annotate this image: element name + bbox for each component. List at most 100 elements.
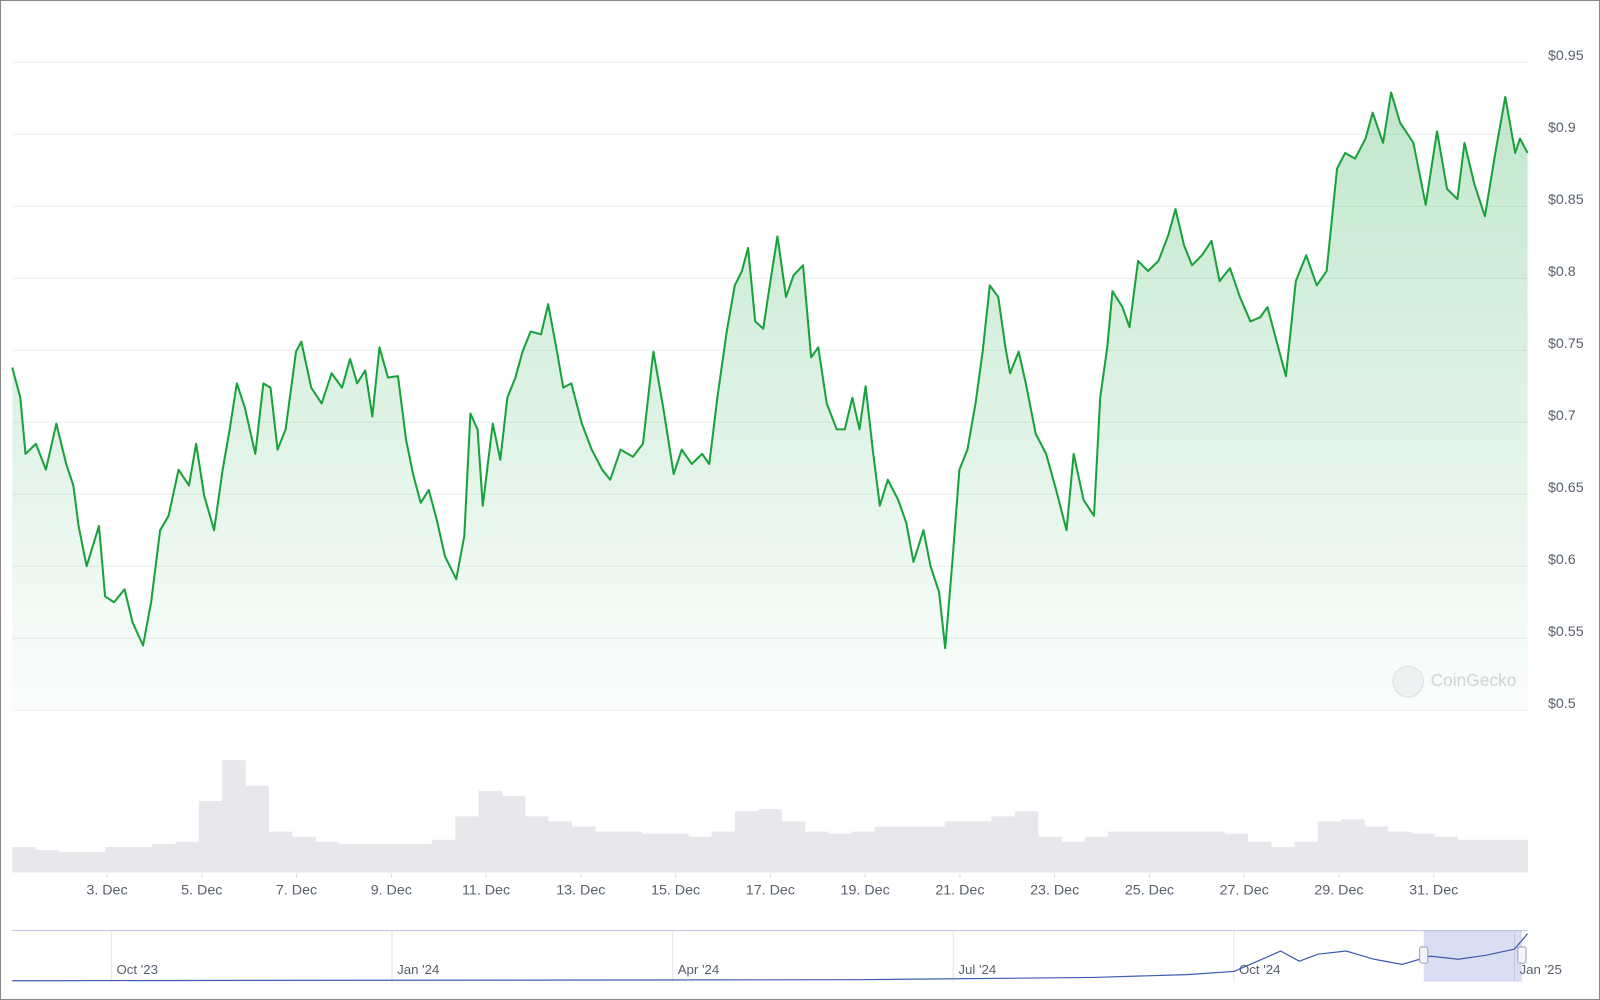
- volume-bar: [315, 841, 339, 873]
- x-tick-label: 19. Dec: [841, 883, 890, 899]
- volume-bar: [595, 831, 619, 873]
- volume-bar: [35, 850, 60, 873]
- navigator-handle[interactable]: [1517, 946, 1527, 964]
- x-tick-label: 27. Dec: [1220, 883, 1269, 899]
- volume-bar: [781, 821, 806, 873]
- volume-bar: [1294, 841, 1319, 873]
- volume-bar: [1364, 826, 1388, 873]
- volume-bar: [1504, 839, 1528, 873]
- volume-bar: [758, 809, 782, 873]
- x-tick-label: 13. Dec: [556, 883, 605, 899]
- volume-bar: [291, 836, 316, 873]
- watermark-text: CoinGecko: [1431, 670, 1517, 690]
- x-tick-label: 11. Dec: [462, 883, 510, 899]
- y-tick-label: $0.8: [1548, 264, 1576, 280]
- volume-bar: [222, 760, 246, 873]
- x-tick-label: 25. Dec: [1125, 883, 1174, 899]
- volume-bar: [525, 816, 549, 873]
- volume-bar: [1387, 831, 1412, 873]
- volume-bar: [58, 852, 83, 873]
- volume-bar: [898, 826, 922, 873]
- volume-bar: [921, 826, 946, 873]
- volume-bar: [968, 821, 992, 873]
- watermark-logo: [1392, 665, 1424, 698]
- y-tick-label: $0.6: [1548, 552, 1576, 568]
- y-tick-label: $0.85: [1548, 192, 1584, 208]
- volume-bar: [82, 852, 106, 873]
- volume-bar: [1154, 831, 1179, 873]
- navigator-tick-label: Oct '23: [116, 962, 158, 977]
- volume-bar: [571, 826, 596, 873]
- volume-bar: [1247, 841, 1272, 873]
- x-tick-label: 7. Dec: [276, 883, 317, 899]
- price-line: [11, 91, 1529, 650]
- volume-bar: [734, 811, 759, 873]
- y-tick-label: $0.7: [1548, 408, 1576, 424]
- volume-bar: [851, 831, 876, 873]
- volume-bar: [1084, 836, 1109, 873]
- x-tick-label: 31. Dec: [1409, 883, 1458, 899]
- x-tick-label: 15. Dec: [651, 883, 700, 899]
- volume-bar: [1457, 839, 1482, 873]
- volume-bar: [804, 831, 829, 873]
- navigator-selection: [1423, 930, 1522, 982]
- volume-bar: [1410, 833, 1435, 873]
- volume-bar: [1014, 811, 1039, 873]
- volume-bar: [268, 831, 293, 873]
- volume-bar: [1131, 831, 1155, 873]
- volume-bar: [385, 843, 409, 873]
- volume-bar: [198, 801, 223, 873]
- volume-bar: [711, 831, 736, 873]
- y-tick-label: $0.9: [1548, 120, 1576, 136]
- x-tick-label: 3. Dec: [86, 883, 127, 899]
- navigator-tick-label: Apr '24: [678, 962, 720, 977]
- volume-bar: [12, 846, 36, 873]
- volume-bar: [641, 833, 666, 873]
- x-tick-label: 21. Dec: [935, 883, 984, 899]
- volume-bar: [1177, 831, 1202, 873]
- volume-bar: [361, 843, 386, 873]
- volume-bar: [105, 846, 130, 873]
- volume-bar: [618, 831, 642, 873]
- volume-bar: [1341, 819, 1365, 873]
- volume-bar: [431, 839, 456, 873]
- volume-bar: [1317, 821, 1342, 873]
- volume-bar: [128, 846, 153, 873]
- y-tick-label: $0.65: [1548, 480, 1584, 496]
- volume-bar: [1201, 831, 1225, 873]
- price-area: [12, 92, 1528, 711]
- volume-bar: [408, 843, 433, 873]
- volume-bar: [1224, 833, 1249, 873]
- volume-bar: [664, 833, 689, 873]
- volume-bar: [1061, 841, 1085, 873]
- y-tick-label: $0.95: [1548, 48, 1584, 64]
- volume-bar: [874, 826, 899, 873]
- volume-bar: [548, 821, 573, 873]
- watermark: CoinGecko: [1392, 665, 1517, 698]
- y-tick-label: $0.75: [1548, 336, 1584, 352]
- x-tick-label: 29. Dec: [1314, 883, 1363, 899]
- volume-bar: [1037, 836, 1062, 873]
- volume-bar: [501, 795, 526, 873]
- y-tick-label: $0.5: [1548, 696, 1576, 712]
- volume-bar: [245, 785, 269, 873]
- volume-bar: [1107, 831, 1132, 873]
- x-tick-label: 17. Dec: [746, 883, 795, 899]
- y-tick-label: $0.55: [1548, 624, 1584, 640]
- volume-bar: [152, 843, 176, 873]
- x-tick-label: 5. Dec: [181, 883, 222, 899]
- volume-bar: [1480, 839, 1505, 873]
- volume-bar: [688, 836, 712, 873]
- volume-bar: [944, 821, 969, 873]
- navigator-tick-label: Oct '24: [1239, 962, 1281, 977]
- x-tick-label: 9. Dec: [371, 883, 412, 899]
- volume-bar: [991, 816, 1015, 873]
- navigator-tick-label: Jul '24: [958, 962, 996, 977]
- volume-bar: [338, 843, 363, 873]
- navigator-handle[interactable]: [1419, 946, 1429, 964]
- navigator-line: [12, 933, 1529, 982]
- volume-bar: [478, 790, 503, 873]
- volume-bar: [1434, 836, 1458, 873]
- navigator-tick-label: Jan '25: [1520, 962, 1562, 977]
